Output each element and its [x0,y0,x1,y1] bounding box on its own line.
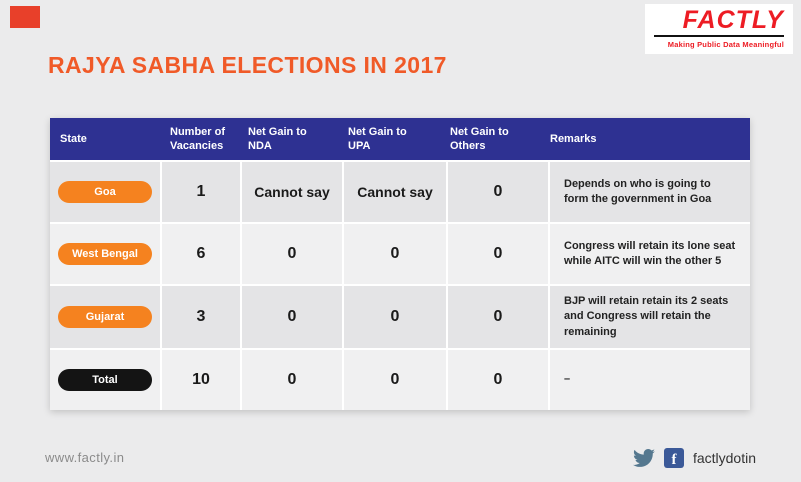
table-cell-remarks: Depends on who is going to form the gove… [550,162,750,222]
social-handle: factlydotin [692,450,756,466]
table-cell-upa: Cannot say [344,162,446,222]
factly-logo: FACTLY Making Public Data Meaningful [645,4,793,54]
table-cell-remarks: BJP will retain retain its 2 seats and C… [550,286,750,349]
table-cell-vacancies: 3 [162,286,240,349]
column-header-vacancies: Number of Vacancies [170,125,225,152]
table-cell-remarks: Congress will retain its lone seat while… [550,224,750,284]
state-badge-goa: Goa [58,181,152,203]
state-badge-total: Total [58,369,152,392]
table-cell-others: 0 [448,350,548,411]
corner-accent-block [10,6,40,28]
state-badge-gujarat: Gujarat [58,306,152,329]
website-url: www.factly.in [45,450,125,465]
table-cell-upa: 0 [344,286,446,349]
table-cell-vacancies: 6 [162,224,240,284]
table-cell-others: 0 [448,286,548,349]
table-cell-upa: 0 [344,350,446,411]
table-header-row: State Number of Vacancies Net Gain to ND… [50,118,750,160]
column-header-upa: Net Gain to UPA [348,125,407,152]
social-links: f factlydotin [632,447,756,469]
table-cell-others: 0 [448,162,548,222]
table-cell-nda: Cannot say [242,162,342,222]
table-cell-nda: 0 [242,224,342,284]
column-header-remarks: Remarks [550,132,597,145]
logo-text: FACTLY [682,6,784,34]
table-cell-nda: 0 [242,350,342,411]
table-body: Goa 1 Cannot say Cannot say 0 Depends on… [50,162,750,411]
column-header-others: Net Gain to Others [450,125,509,152]
table-cell-state: Total [50,350,160,411]
table-cell-remarks: – [550,350,750,411]
table-cell-state: Gujarat [50,286,160,349]
column-header-state: State [60,132,87,145]
table-cell-upa: 0 [344,224,446,284]
table-cell-vacancies: 10 [162,350,240,411]
table-cell-vacancies: 1 [162,162,240,222]
twitter-icon [632,449,655,467]
logo-underline [654,35,784,37]
table-cell-state: Goa [50,162,160,222]
table-cell-state: West Bengal [50,224,160,284]
state-badge-west-bengal: West Bengal [58,243,152,265]
logo-tagline: Making Public Data Meaningful [667,40,784,49]
facebook-icon: f [663,448,684,468]
data-table: State Number of Vacancies Net Gain to ND… [50,118,750,411]
table-cell-nda: 0 [242,286,342,349]
page-title: RAJYA SABHA ELECTIONS IN 2017 [48,52,447,78]
column-header-nda: Net Gain to NDA [248,125,307,152]
table-cell-others: 0 [448,224,548,284]
